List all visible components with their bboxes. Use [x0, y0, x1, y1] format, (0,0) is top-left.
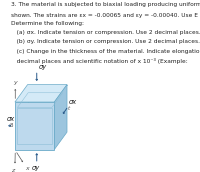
Text: 8: 8: [10, 123, 13, 128]
Text: decimal places and scientific notation of x 10⁻³ (Example:            x 10⁻³): decimal places and scientific notation o…: [11, 58, 200, 64]
Text: σy: σy: [39, 64, 47, 69]
Text: t: t: [68, 106, 70, 111]
Text: y: y: [13, 80, 17, 85]
Text: σy: σy: [32, 165, 40, 171]
Text: 3. The material is subjected to biaxial loading producing uniform normal stress : 3. The material is subjected to biaxial …: [11, 2, 200, 7]
Text: shown. The strains are εx = -0.00065 and εy = -0.00040. Use E = 30 x 10⁶ psi and: shown. The strains are εx = -0.00065 and…: [11, 12, 200, 18]
Polygon shape: [54, 85, 67, 149]
Text: σx: σx: [6, 116, 15, 122]
Text: (b) σy. Indicate tension or compression. Use 2 decimal places.: (b) σy. Indicate tension or compression.…: [11, 39, 200, 44]
Polygon shape: [15, 85, 67, 102]
Text: (a) σx. Indicate tension or compression. Use 2 decimal places.: (a) σx. Indicate tension or compression.…: [11, 30, 200, 35]
Text: z: z: [11, 168, 15, 172]
Text: x: x: [25, 166, 29, 171]
Text: (c) Change in the thickness of the material. Indicate elongation or contraction.: (c) Change in the thickness of the mater…: [11, 49, 200, 54]
Text: σx: σx: [69, 99, 77, 105]
Polygon shape: [15, 102, 54, 149]
Text: Determine the following:: Determine the following:: [11, 21, 84, 26]
